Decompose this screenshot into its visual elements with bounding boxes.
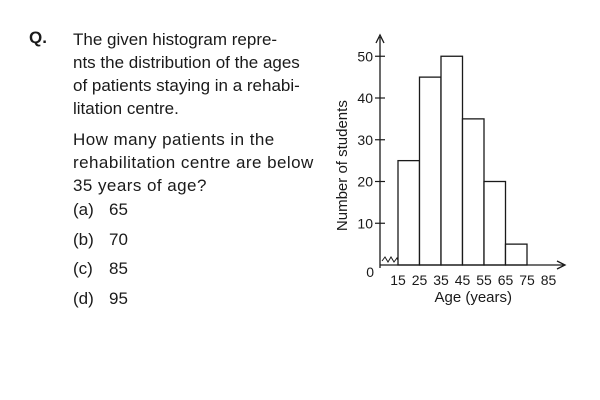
y-tick-label: 20 [357,174,373,190]
histogram-bar [504,243,528,266]
x-tick-label: 25 [412,272,428,288]
origin-label: 0 [366,264,374,280]
y-axis-title: Number of students [334,100,351,231]
option-value: 70 [109,229,128,249]
option-value: 95 [109,288,128,308]
option-c[interactable]: (c) 85 [73,257,128,287]
question-line: rehabilitation centre are below [73,153,314,172]
question-text: The given histogram repre- nts the distr… [73,28,328,205]
x-tick-label: 55 [476,272,492,288]
option-label: (a) [73,200,94,219]
histogram-bar [461,118,485,266]
x-tick-label: 65 [498,272,514,288]
question-line: The given histogram repre- [73,30,278,49]
y-tick-label: 10 [357,215,373,231]
y-tick-label: 50 [357,48,373,64]
answer-options: (a) 65 (b) 70 (c) 85 (d) 95 [73,198,128,316]
histogram-bar [397,159,421,266]
option-label: (b) [73,229,94,249]
x-tick-label: 75 [519,272,535,288]
question-paragraph-2: How many patients in the rehabilitation … [73,128,328,197]
question-paragraph-1: The given histogram repre- nts the distr… [73,28,328,120]
option-value: 85 [109,259,128,278]
axis-break-mark [381,256,399,263]
question-line: nts the distribution of the ages [73,53,300,72]
option-b[interactable]: (b) 70 [73,228,128,258]
option-d[interactable]: (d) 95 [73,287,128,317]
option-a[interactable]: (a) 65 [73,198,128,228]
y-tick-label: 30 [357,132,373,148]
question-number: Q. [29,28,47,47]
option-label: (c) [73,259,93,278]
x-tick-label: 35 [433,272,449,288]
y-axis-arrow [375,33,385,44]
x-tick-label: 85 [541,272,557,288]
question-line: How many patients in the [73,130,275,149]
x-tick-label: 15 [390,272,406,288]
question-line: 35 years of age? [73,176,207,195]
option-value: 65 [109,200,128,219]
question-line: litation centre. [73,99,179,118]
y-tick-label: 40 [357,90,373,106]
x-axis-arrow [556,260,567,270]
x-tick-label: 45 [455,272,471,288]
x-axis-title: Age (years) [434,289,512,306]
histogram-bar [483,180,507,266]
histogram-bar [440,55,464,266]
histogram-bar [418,76,442,266]
option-label: (d) [73,288,94,308]
question-line: of patients staying in a rehabi- [73,76,300,95]
